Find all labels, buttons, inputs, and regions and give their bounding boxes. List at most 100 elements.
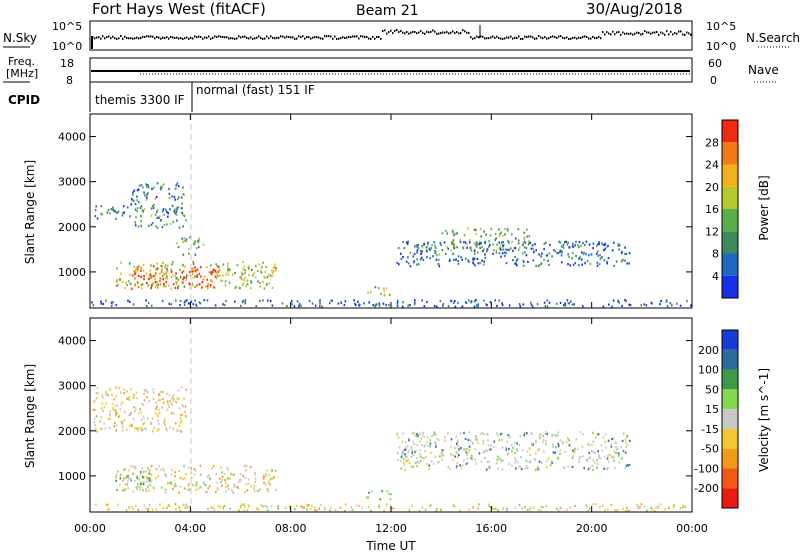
- power-cell: [176, 207, 178, 210]
- power-colorbar-bands: [721, 119, 739, 299]
- noise-point: [458, 32, 460, 35]
- noise-point: [526, 36, 528, 39]
- power-cell: [136, 189, 139, 192]
- power-cell: [145, 272, 148, 275]
- noise-point: [368, 37, 370, 40]
- noise-point: [136, 36, 138, 39]
- power-cell: [453, 258, 456, 261]
- noise-point: [676, 32, 678, 35]
- velocity-cell: [128, 477, 130, 480]
- velocity-cell: [181, 404, 184, 407]
- power-cell: [116, 267, 118, 270]
- velocity-cell: [436, 508, 438, 511]
- noise-point: [568, 38, 570, 40]
- velocity-cell: [170, 397, 173, 400]
- velocity-cell: [155, 508, 157, 511]
- power-cell: [442, 302, 445, 306]
- velocity-cell: [436, 437, 439, 441]
- velocity-cell: [253, 490, 256, 493]
- power-cell: [134, 208, 137, 211]
- power-cell: [545, 254, 548, 257]
- velocity-cell: [128, 398, 131, 401]
- colorbar-tick-label: 8: [712, 248, 719, 261]
- power-cell: [459, 240, 462, 244]
- velocity-cell: [166, 482, 169, 485]
- velocity-cell: [526, 450, 529, 453]
- velocity-cell: [568, 444, 571, 447]
- velocity-cell: [238, 509, 240, 512]
- power-cell: [308, 299, 311, 303]
- velocity-cell: [135, 486, 138, 489]
- noise-point: [570, 37, 572, 40]
- noise-point: [620, 33, 622, 36]
- velocity-cell: [556, 434, 559, 437]
- velocity-cell: [166, 408, 169, 411]
- velocity-cell: [186, 488, 189, 491]
- velocity-cell: [149, 468, 152, 471]
- power-cell: [181, 202, 183, 205]
- power-cell: [192, 262, 195, 266]
- velocity-cell: [604, 433, 607, 436]
- velocity-cell: [208, 476, 211, 479]
- velocity-cell: [479, 432, 482, 435]
- velocity-cell: [162, 507, 165, 510]
- velocity-cell: [161, 406, 163, 409]
- power-cell: [253, 272, 256, 275]
- velocity-cell: [552, 452, 555, 456]
- velocity-cell: [508, 435, 511, 438]
- power-cell: [429, 257, 431, 260]
- power-cell: [416, 251, 418, 254]
- velocity-cell: [233, 485, 236, 489]
- velocity-cell: [544, 433, 547, 436]
- power-cell: [163, 285, 165, 288]
- power-cell: [564, 304, 567, 307]
- velocity-cell: [247, 482, 250, 485]
- power-cell: [580, 244, 582, 247]
- noise-point: [410, 31, 412, 34]
- velocity-cell: [125, 488, 127, 491]
- power-cell: [514, 237, 517, 240]
- noise-point: [480, 35, 482, 38]
- power-cell: [162, 275, 164, 278]
- velocity-cell: [113, 398, 115, 401]
- velocity-cell: [220, 466, 222, 469]
- velocity-cell: [137, 429, 139, 432]
- noise-point: [490, 36, 492, 39]
- power-cell: [503, 251, 506, 254]
- power-cell: [154, 286, 157, 289]
- velocity-cell: [454, 447, 456, 450]
- velocity-cell: [405, 459, 407, 462]
- power-cell: [177, 206, 179, 209]
- power-cell: [492, 243, 494, 246]
- velocity-cell: [171, 403, 174, 406]
- velocity-cell: [568, 438, 570, 441]
- velocity-cell: [587, 509, 590, 512]
- velocity-cell: [179, 417, 182, 420]
- noise-point: [394, 29, 396, 32]
- power-cell: [472, 261, 474, 264]
- noise-point: [318, 36, 320, 39]
- velocity-cell: [617, 452, 620, 455]
- velocity-cell: [620, 457, 623, 460]
- velocity-cell: [155, 401, 157, 404]
- velocity-cell: [233, 484, 236, 487]
- noise-point: [252, 38, 254, 40]
- velocity-cell: [657, 505, 659, 508]
- velocity-cell: [123, 419, 126, 422]
- power-cell: [686, 300, 688, 303]
- velocity-cell: [622, 507, 624, 510]
- velocity-cell: [463, 431, 465, 434]
- power-cell: [269, 274, 272, 277]
- velocity-cell: [125, 509, 128, 512]
- noise-point: [94, 37, 96, 40]
- velocity-cell: [497, 509, 499, 512]
- power-cell: [261, 266, 263, 269]
- power-cell: [148, 224, 150, 227]
- colorbar-tick-label: 16: [705, 203, 719, 216]
- power-cell: [536, 303, 539, 306]
- power-cell: [170, 268, 173, 271]
- velocity-cell: [412, 453, 414, 457]
- velocity-cell: [497, 433, 499, 436]
- power-cell: [519, 246, 521, 249]
- velocity-cell: [679, 507, 682, 510]
